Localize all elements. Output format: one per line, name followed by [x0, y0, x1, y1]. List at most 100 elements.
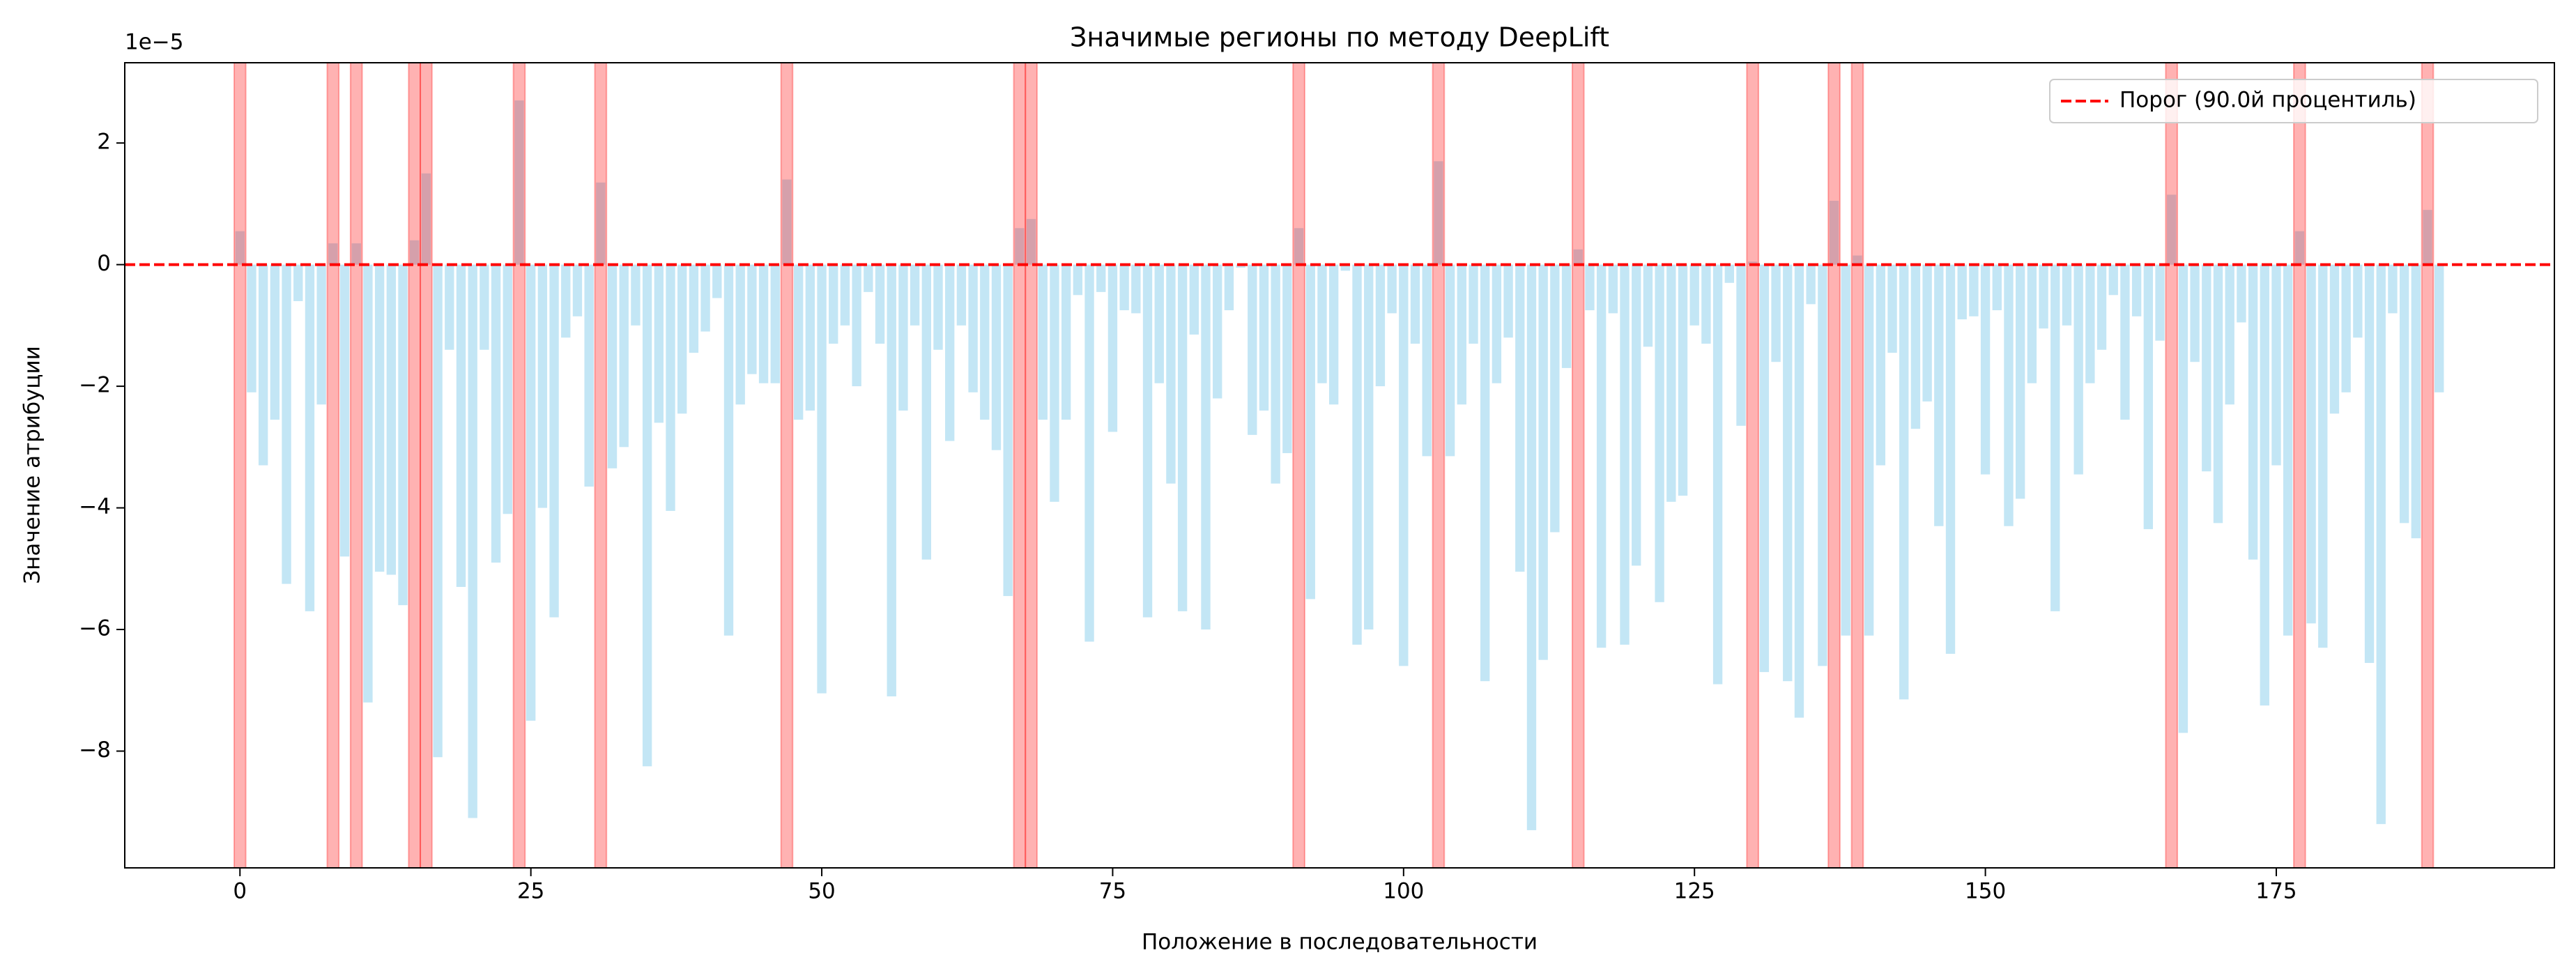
bar [1620, 264, 1630, 645]
bar [1131, 264, 1141, 314]
bar [1084, 264, 1094, 642]
bar [898, 264, 908, 411]
bar [433, 264, 443, 758]
legend-label: Порог (90.0й процентиль) [2119, 88, 2416, 113]
bar [1224, 264, 1234, 311]
bar [526, 264, 536, 721]
bar [1910, 264, 1921, 429]
bar [1596, 264, 1607, 648]
bar [1073, 264, 1083, 296]
legend-box [2049, 79, 2538, 123]
highlight-span [1432, 62, 1446, 869]
bar [2237, 264, 2246, 323]
bar [2073, 264, 2083, 475]
bar [1352, 264, 1362, 645]
highlight-span [1025, 62, 1038, 869]
highlight-span [1746, 62, 1760, 869]
bar [2213, 264, 2223, 524]
bar [1282, 264, 1292, 454]
bar [829, 264, 838, 344]
bar [584, 264, 594, 487]
plot-frame [124, 62, 2555, 869]
highlight-span [2421, 62, 2435, 869]
bar [2155, 264, 2165, 341]
bar [2260, 264, 2269, 706]
bar [1899, 264, 1909, 700]
bar [293, 264, 303, 301]
bar [1154, 264, 1164, 383]
x-tick-label: 50 [808, 879, 835, 904]
bar [723, 264, 734, 636]
bar [968, 264, 978, 392]
bar [561, 264, 571, 338]
bar [445, 264, 454, 350]
bar [258, 264, 268, 466]
bar [758, 264, 769, 383]
bar [2318, 264, 2328, 648]
y-tick-label: −4 [79, 494, 111, 519]
x-tick-label: 0 [233, 879, 247, 904]
highlight-span [349, 62, 363, 869]
bar [1189, 264, 1199, 335]
bar [2376, 264, 2386, 825]
bar [1480, 264, 1490, 682]
bar [1957, 264, 1967, 320]
bar [607, 264, 618, 468]
bar [339, 264, 350, 557]
bar [1142, 264, 1153, 618]
y-axis-label: Значение атрибуции [20, 346, 45, 584]
bar [2225, 264, 2234, 405]
y-offset-label: 1e−5 [125, 30, 184, 55]
bar [386, 264, 397, 575]
y-tick-label: 0 [97, 251, 111, 276]
bar [2271, 264, 2281, 466]
bar [793, 264, 804, 420]
bar [770, 264, 780, 383]
bar [991, 264, 1002, 450]
bar [1026, 219, 1036, 265]
bar [712, 264, 722, 298]
x-tick-label: 25 [517, 879, 544, 904]
highlight-span [2293, 62, 2306, 869]
bar [1632, 264, 1641, 566]
bar [1643, 264, 1653, 347]
bar [805, 264, 815, 411]
bar [480, 264, 489, 350]
bar [2190, 264, 2200, 362]
bar [2364, 264, 2375, 664]
bar [1526, 264, 1537, 830]
bar [1434, 161, 1443, 265]
bar [1980, 264, 1991, 475]
bar [305, 264, 315, 611]
bar [840, 264, 850, 326]
bar [398, 264, 408, 606]
bar [2108, 264, 2118, 296]
bar [700, 264, 710, 332]
bar [2353, 264, 2363, 338]
bar [933, 264, 943, 350]
highlight-span [408, 62, 422, 869]
bar [503, 264, 512, 514]
bar [956, 264, 967, 326]
bar [2120, 264, 2130, 420]
bar [1061, 264, 1071, 420]
highlight-span [1827, 62, 1841, 869]
bar [2435, 264, 2444, 392]
bar [1550, 264, 1560, 533]
bar [1375, 264, 1386, 387]
bar [1177, 264, 1188, 611]
bar [1538, 264, 1548, 660]
bar [1689, 264, 1699, 326]
bar [421, 173, 431, 265]
bar [247, 264, 256, 392]
bar [2388, 264, 2398, 314]
bar [1503, 264, 1513, 338]
bar [1608, 264, 1618, 314]
bar [2016, 264, 2025, 499]
bar [1876, 264, 1886, 466]
bar [572, 264, 583, 316]
chart-title: Значимые регионы по методу DeepLift [1070, 22, 1609, 53]
highlight-span [1571, 62, 1585, 869]
